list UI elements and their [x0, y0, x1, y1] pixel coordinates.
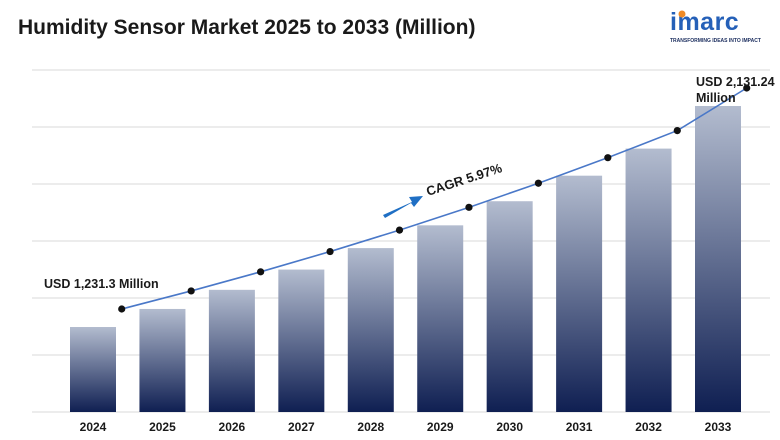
x-tick-label-2024: 2024: [80, 420, 107, 434]
x-tick-label-2032: 2032: [635, 420, 662, 434]
logo-dot-icon: [678, 10, 686, 18]
logo-tagline: TRANSFORMING IDEAS INTO IMPACT: [670, 38, 761, 44]
bar-2027: [278, 269, 325, 412]
bar-2026: [208, 289, 255, 412]
bar-2028: [347, 248, 394, 412]
trend-point-2028: [395, 226, 404, 234]
trend-point-2031: [604, 154, 612, 162]
trend-point-2026: [257, 268, 265, 276]
bar-2029: [417, 225, 464, 412]
x-tick-label-2029: 2029: [427, 420, 454, 434]
x-tick-label-2027: 2027: [288, 420, 315, 434]
trend-point-2027: [326, 247, 334, 256]
x-tick-label-2031: 2031: [566, 420, 593, 434]
trend-point-2029: [465, 203, 473, 211]
trend-point-2030: [534, 179, 542, 187]
bar-2031: [556, 175, 603, 412]
cagr-label: CAGR 5.97%: [424, 160, 504, 199]
end-value-label-line2: Million: [696, 91, 736, 105]
imarc-logo: imarc TRANSFORMING IDEAS INTO IMPACT: [670, 8, 774, 48]
bar-2030: [486, 201, 533, 412]
x-tick-label-2026: 2026: [219, 420, 246, 434]
end-value-label-line1: USD 2,131.24: [696, 75, 775, 89]
trend-point-2032: [673, 126, 681, 135]
x-tick-label-2025: 2025: [149, 420, 176, 434]
x-tick-labels: 2024 2025 2026 2027 2028 2029 2030 2031 2032 2033: [80, 420, 732, 434]
trend-point-2024: [118, 305, 126, 313]
x-tick-label-2033: 2033: [705, 420, 732, 434]
trend-point-2025: [187, 287, 195, 295]
x-tick-label-2028: 2028: [357, 420, 384, 434]
x-tick-label-2030: 2030: [496, 420, 523, 434]
bars: [70, 106, 741, 413]
bar-2024: [70, 327, 116, 412]
chart-title: Humidity Sensor Market 2025 to 2033 (Mil…: [18, 16, 476, 39]
bar-2025: [139, 308, 186, 412]
trend-line: [118, 84, 751, 313]
trend-polyline: [121, 87, 748, 310]
bar-2033: [695, 106, 741, 412]
start-value-label: USD 1,231.3 Million: [44, 277, 159, 291]
cagr-arrow-icon: [383, 196, 423, 218]
bar-2032: [625, 148, 672, 413]
trend-point-2033: [743, 84, 751, 92]
